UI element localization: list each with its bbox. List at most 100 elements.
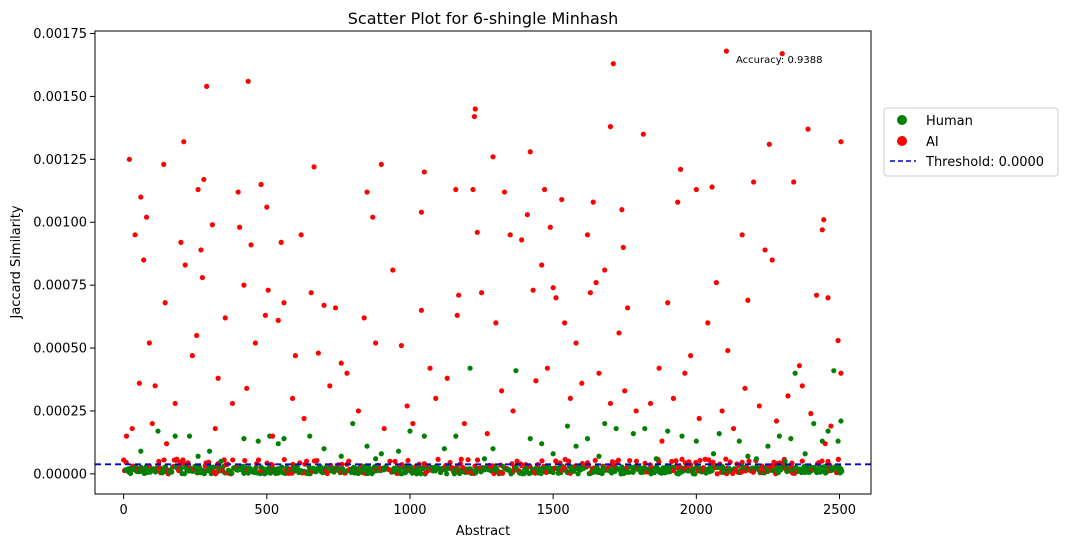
human-point <box>402 470 408 476</box>
human-point <box>373 456 379 462</box>
human-point <box>788 436 794 442</box>
human-point <box>564 423 571 429</box>
human-point <box>831 368 837 374</box>
human-point <box>421 433 427 439</box>
ai-point <box>252 340 258 346</box>
ai-point <box>727 459 733 465</box>
ai-point <box>679 456 685 462</box>
ai-point <box>835 337 841 344</box>
ai-point <box>421 169 427 175</box>
human-point <box>378 451 384 457</box>
ai-point <box>471 113 478 120</box>
ai-point <box>163 441 170 447</box>
ai-point <box>785 393 791 399</box>
ai-point <box>199 274 205 281</box>
human-point <box>355 470 361 477</box>
ai-point <box>725 347 731 354</box>
y-tick-label: 0.00050 <box>33 342 87 357</box>
human-point <box>172 433 178 439</box>
ai-point <box>373 340 379 346</box>
ai-point <box>314 457 320 464</box>
ai-point <box>162 300 168 306</box>
ai-point <box>688 353 694 359</box>
ai-point <box>264 204 270 210</box>
human-point <box>550 469 556 476</box>
ai-point <box>553 458 559 464</box>
ai-point <box>813 292 820 298</box>
ai-point <box>524 212 530 218</box>
ai-point <box>370 214 376 220</box>
human-point <box>186 433 193 439</box>
ai-point <box>822 441 828 447</box>
human-point <box>776 433 782 439</box>
ai-point <box>327 383 333 389</box>
ai-point <box>204 83 210 89</box>
ai-point <box>838 139 844 145</box>
ai-point <box>174 456 180 462</box>
ai-point <box>592 457 598 463</box>
y-tick-label: 0.00150 <box>33 90 87 105</box>
ai-point <box>156 458 162 465</box>
ai-point <box>615 457 622 463</box>
ai-point <box>161 457 167 463</box>
ai-point <box>152 383 158 389</box>
ai-point <box>616 330 622 336</box>
human-point <box>441 446 447 452</box>
ai-point <box>215 375 221 381</box>
human-point <box>456 470 463 477</box>
ai-point <box>590 199 596 205</box>
human-point <box>195 453 201 459</box>
human-point <box>679 433 685 439</box>
ai-point <box>258 181 264 188</box>
ai-point <box>355 408 362 414</box>
human-point <box>155 428 161 434</box>
ai-point <box>126 156 132 162</box>
human-point <box>602 420 608 427</box>
ai-point <box>149 420 155 427</box>
human-point <box>350 420 356 427</box>
legend-marker-ai <box>897 136 907 146</box>
ai-point <box>456 292 462 298</box>
ai-point <box>405 457 411 464</box>
ai-point <box>619 207 625 213</box>
ai-point <box>321 302 327 308</box>
ai-point <box>756 403 762 409</box>
ai-point <box>539 458 545 464</box>
ai-point <box>805 126 811 132</box>
ai-point <box>465 457 471 463</box>
ai-point <box>828 423 834 429</box>
human-point <box>275 441 281 447</box>
ai-point <box>427 365 433 371</box>
ai-point <box>410 420 416 427</box>
ai-point <box>501 189 508 195</box>
ai-point <box>404 403 410 409</box>
human-point <box>218 458 224 464</box>
ai-point <box>381 425 387 432</box>
ai-point <box>453 186 459 193</box>
human-point <box>596 453 602 459</box>
ai-point <box>596 370 602 376</box>
ai-point <box>209 222 216 228</box>
accuracy-annotation: Accuracy: 0.9388 <box>736 55 822 66</box>
x-axis: 0 500 1000 1500 2000 2500 <box>119 494 856 518</box>
human-point <box>736 438 742 444</box>
ai-point <box>682 370 688 376</box>
human-point <box>169 469 175 475</box>
ai-point <box>262 312 268 318</box>
ai-point <box>141 257 147 263</box>
ai-point <box>195 186 201 193</box>
ai-point <box>825 295 831 301</box>
ai-point <box>499 388 505 394</box>
ai-point <box>201 176 207 183</box>
ai-point <box>311 164 317 170</box>
plot-frame <box>94 30 872 495</box>
ai-point <box>189 353 195 359</box>
ai-point <box>719 408 725 414</box>
human-point <box>206 448 213 454</box>
ai-point <box>656 365 662 371</box>
ai-point <box>194 332 200 339</box>
ai-point <box>625 305 631 311</box>
ai-point <box>229 400 236 407</box>
human-point <box>481 456 488 462</box>
y-tick-label: 0.00025 <box>33 404 87 419</box>
